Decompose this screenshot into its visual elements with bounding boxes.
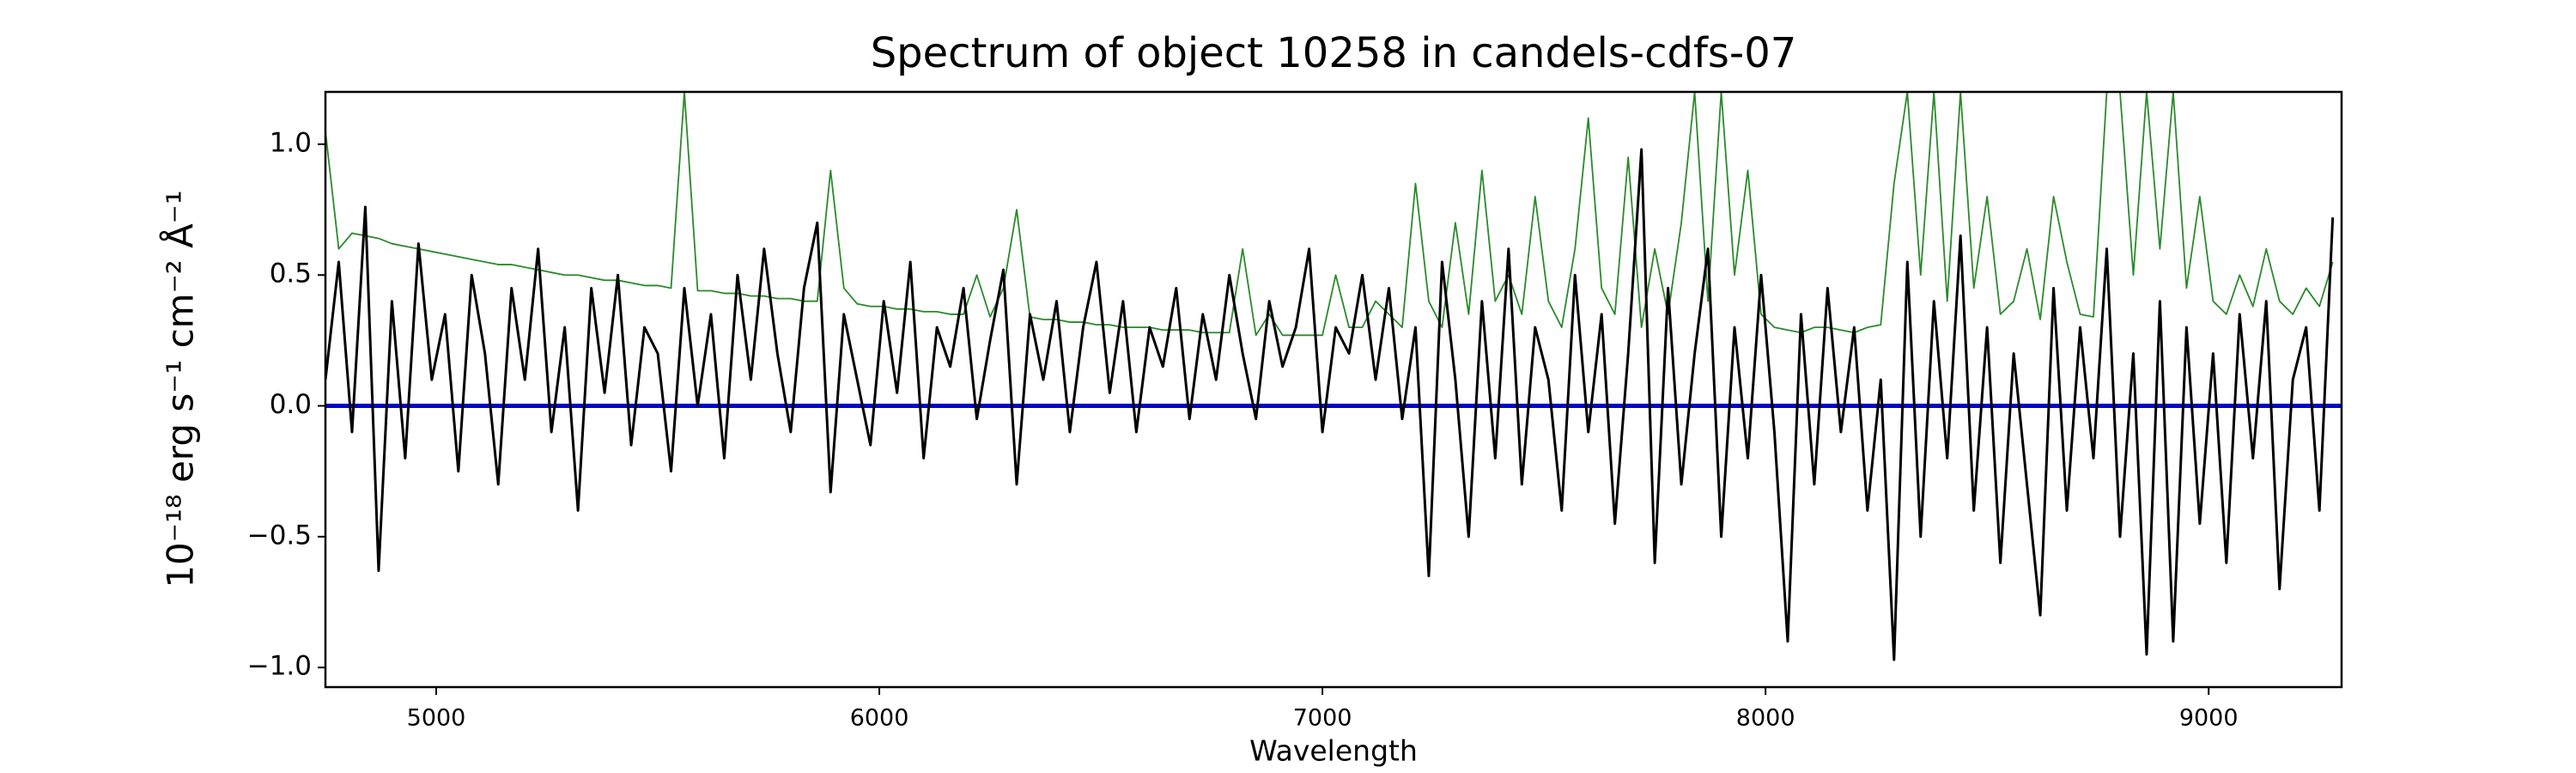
- spectrum-line: [325, 92, 2334, 337]
- x-axis-label: Wavelength: [1249, 734, 1418, 768]
- y-tick-label: −0.5: [247, 520, 312, 551]
- plot-area: [325, 92, 2342, 661]
- y-axis-label: 10⁻¹⁸ erg s⁻¹ cm⁻² Å⁻¹: [159, 190, 202, 587]
- x-tick-label: 8000: [1736, 705, 1795, 732]
- y-tick-label: −1.0: [247, 651, 312, 682]
- y-tick-label: 0.5: [270, 259, 312, 289]
- x-tick-label: 9000: [2179, 705, 2239, 732]
- x-tick-label: 6000: [850, 705, 909, 732]
- plot-frame: [324, 90, 2343, 689]
- y-tick-label: 1.0: [270, 127, 312, 158]
- x-tick-label: 7000: [1293, 705, 1352, 732]
- x-tick-label: 5000: [407, 705, 466, 732]
- chart-title: Spectrum of object 10258 in candels-cdfs…: [871, 29, 1797, 77]
- y-tick-label: 0.0: [270, 389, 312, 420]
- spectrum-line: [325, 148, 2335, 661]
